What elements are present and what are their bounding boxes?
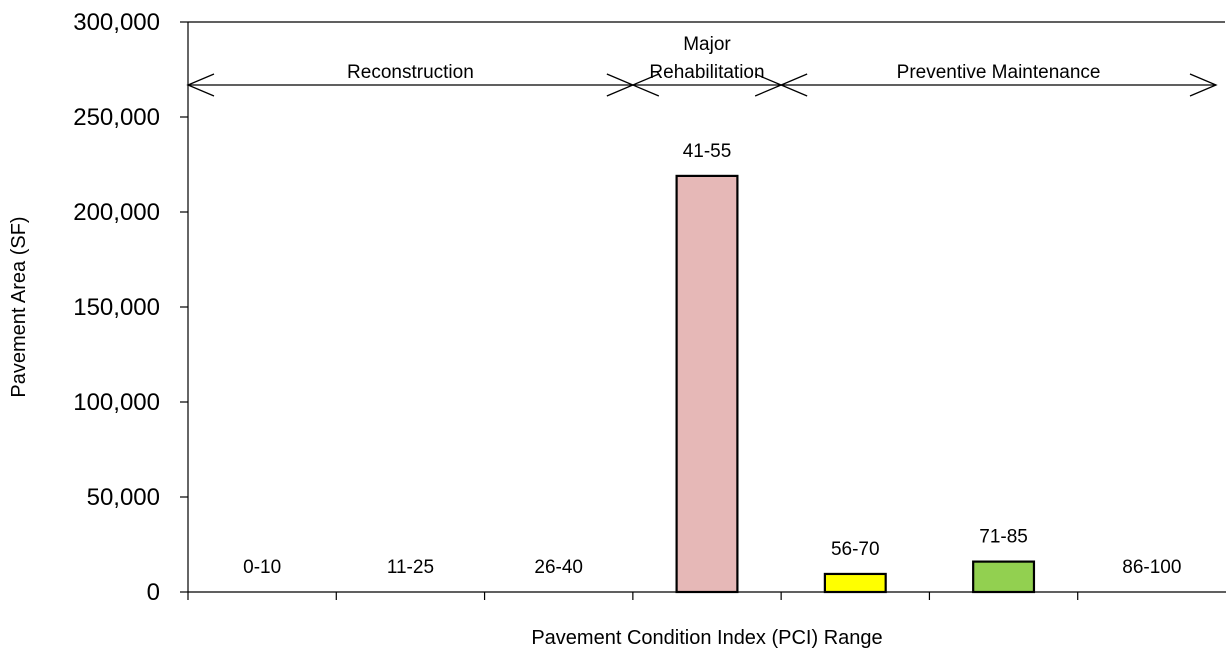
y-tick-label: 100,000 bbox=[73, 389, 160, 416]
category-label-41-55: 41-55 bbox=[683, 141, 732, 162]
y-tick-label: 300,000 bbox=[73, 9, 160, 36]
category-label-56-70: 56-70 bbox=[831, 539, 880, 560]
category-labels: 0-10 11-25 26-40 41-55 56-70 71-85 86-100 bbox=[243, 141, 1181, 578]
zone-label: Rehabilitation bbox=[649, 62, 764, 83]
category-label-0-10: 0-10 bbox=[243, 557, 281, 578]
y-tick-label: 0 bbox=[147, 579, 160, 606]
bars bbox=[675, 174, 1036, 594]
treatment-zones: Reconstruction Major Rehabilitation Prevent… bbox=[186, 34, 1218, 97]
zone-arrow-right-head bbox=[1189, 73, 1218, 97]
y-tick-label: 250,000 bbox=[73, 104, 160, 131]
bar-41-55 bbox=[675, 174, 739, 594]
y-tick-label: 50,000 bbox=[87, 484, 160, 511]
bar-71-85 bbox=[972, 560, 1036, 594]
y-axis-title: Pavement Area (SF) bbox=[8, 216, 30, 397]
y-axis-ticks: 0 50,000 100,000 150,000 200,000 250,000 300,0… bbox=[73, 9, 188, 606]
bar-56-70 bbox=[823, 572, 887, 594]
category-label-26-40: 26-40 bbox=[534, 557, 583, 578]
category-label-71-85: 71-85 bbox=[979, 527, 1028, 548]
y-tick-label: 200,000 bbox=[73, 199, 160, 226]
category-label-86-100: 86-100 bbox=[1122, 557, 1181, 578]
zone-arrow-left-head bbox=[779, 73, 808, 97]
x-axis-ticks bbox=[187, 592, 1079, 600]
zone-label: Reconstruction bbox=[347, 62, 474, 83]
x-axis-title: Pavement Condition Index (PCI) Range bbox=[531, 627, 882, 649]
zone-label: Preventive Maintenance bbox=[897, 62, 1101, 83]
zone-arrow-left-head bbox=[631, 73, 660, 97]
category-label-11-25: 11-25 bbox=[387, 557, 434, 578]
zone-label: Major bbox=[683, 34, 731, 55]
y-tick-label: 150,000 bbox=[73, 294, 160, 321]
